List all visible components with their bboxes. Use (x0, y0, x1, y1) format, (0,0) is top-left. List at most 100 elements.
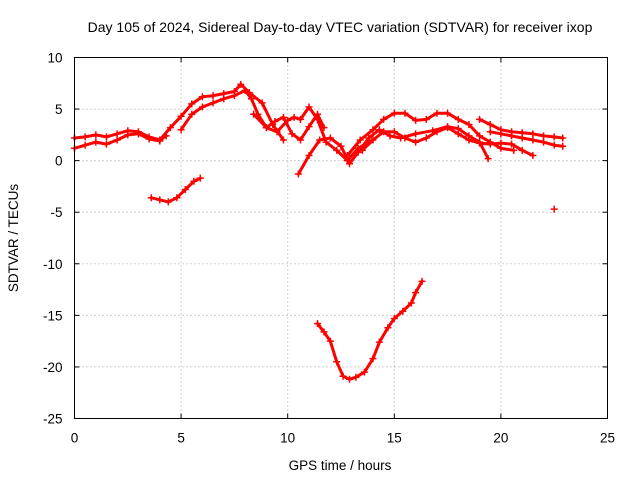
x-tick-label: 25 (600, 431, 615, 446)
tick-layer: 0 5 10 15 20 25 -25 -20 -15 -10 -5 0 5 10 (43, 51, 615, 446)
data-point-marker (81, 133, 89, 141)
data-point-marker (247, 95, 255, 103)
data-point-marker (181, 186, 189, 194)
series-arc-i (486, 128, 567, 150)
chart-title: Day 105 of 2024, Sidereal Day-to-day VTE… (88, 19, 593, 35)
data-point-marker (316, 136, 324, 144)
data-point-marker (412, 116, 420, 124)
data-point-marker (346, 375, 354, 383)
x-tick-label: 20 (493, 431, 508, 446)
data-point-marker (177, 126, 185, 134)
data-point-marker (188, 110, 196, 118)
data-point-marker (386, 132, 394, 140)
data-point-marker (290, 113, 298, 121)
data-point-marker (102, 140, 110, 148)
data-point-marker (305, 151, 313, 159)
data-point-marker (444, 124, 452, 132)
y-tick-label: 5 (55, 102, 63, 117)
data-point-marker (124, 131, 132, 139)
data-point-marker (380, 128, 388, 136)
data-point-marker (550, 141, 558, 149)
data-point-marker (375, 126, 383, 134)
data-point-marker (156, 196, 164, 204)
data-point-marker (540, 132, 548, 140)
data-point-marker (412, 138, 420, 146)
data-point-marker (407, 299, 415, 307)
data-point-marker (369, 126, 377, 134)
data-point-marker (237, 80, 245, 88)
x-tick-label: 5 (177, 431, 185, 446)
data-point-marker (273, 128, 281, 136)
data-point-marker (399, 307, 407, 315)
data-point-marker (343, 151, 351, 159)
plot-frame (74, 57, 608, 419)
series-trace (158, 82, 285, 142)
data-point-marker (258, 99, 266, 107)
data-point-marker (444, 109, 452, 117)
data-point-marker (360, 368, 368, 376)
data-point-marker (333, 146, 341, 154)
data-point-marker (134, 130, 142, 138)
data-point-marker (433, 109, 441, 117)
data-point-marker (418, 277, 426, 285)
data-point-marker (92, 131, 100, 139)
data-point-marker (529, 136, 537, 144)
data-point-marker (559, 142, 567, 150)
data-point-marker (518, 134, 526, 142)
data-point-marker (305, 123, 313, 131)
data-point-marker (550, 205, 558, 213)
x-axis-label: GPS time / hours (289, 458, 392, 473)
x-tick-label: 10 (280, 431, 295, 446)
data-point-marker (529, 151, 537, 159)
data-point-marker (173, 194, 181, 202)
data-point-marker (92, 138, 100, 146)
data-point-marker (380, 115, 388, 123)
data-point-marker (454, 115, 462, 123)
data-point-marker (390, 128, 398, 136)
series-arc-h (476, 115, 567, 142)
data-point-marker (540, 138, 548, 146)
data-point-marker (296, 115, 304, 123)
data-point-marker (484, 155, 492, 163)
data-point-marker (288, 130, 296, 138)
data-point-marker (250, 110, 258, 118)
series-arc-j (147, 174, 204, 206)
data-point-marker (390, 109, 398, 117)
data-point-marker (508, 140, 516, 148)
data-point-marker (422, 115, 430, 123)
series-trace (345, 111, 516, 157)
data-point-marker (279, 113, 287, 121)
data-point-marker (241, 87, 249, 95)
data-point-marker (156, 136, 164, 144)
data-point-marker (166, 124, 174, 132)
series-trace (478, 117, 565, 140)
data-point-marker (358, 146, 366, 154)
data-point-marker (518, 146, 526, 154)
data-point-marker (384, 324, 392, 332)
data-point-marker (365, 134, 373, 142)
data-point-marker (81, 141, 89, 149)
data-point-marker (284, 116, 292, 124)
data-point-marker (271, 117, 279, 125)
data-point-marker (147, 194, 155, 202)
data-point-marker (164, 198, 172, 206)
data-point-marker (497, 139, 505, 147)
data-point-marker (333, 358, 341, 366)
data-point-marker (401, 109, 409, 117)
data-point-marker (113, 136, 121, 144)
data-point-marker (209, 92, 217, 100)
grid-layer (74, 57, 608, 419)
data-point-marker (102, 133, 110, 141)
data-point-marker (209, 99, 217, 107)
data-point-marker (352, 373, 360, 381)
data-point-marker (401, 134, 409, 142)
data-point-marker (465, 136, 473, 144)
data-point-marker (486, 128, 494, 136)
data-point-marker (412, 289, 420, 297)
data-point-marker (314, 320, 322, 328)
data-point-marker (279, 136, 287, 144)
data-point-marker (262, 124, 270, 132)
data-point-marker (476, 139, 484, 147)
data-point-marker (190, 177, 198, 185)
